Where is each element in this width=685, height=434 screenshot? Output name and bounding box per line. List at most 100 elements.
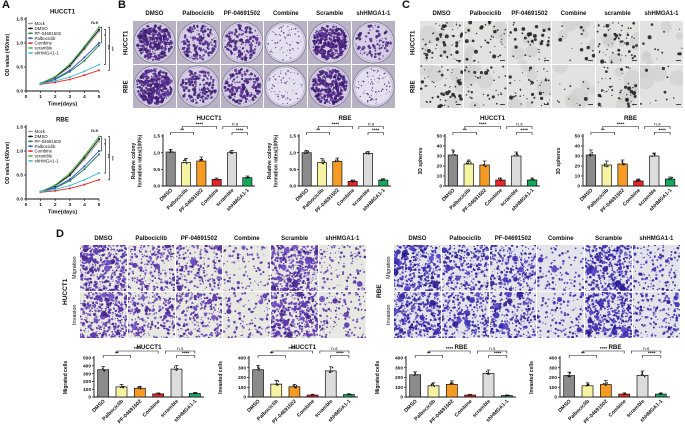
data-point [605, 384, 607, 387]
data-point [505, 394, 508, 397]
data-point [643, 376, 646, 378]
series-marker [98, 30, 100, 33]
data-point [640, 374, 643, 376]
panel-b: B DMSO Palbociclib PF-04691502 Combine Scram… [117, 0, 399, 228]
sphere-image [464, 65, 507, 108]
bar [211, 178, 222, 187]
colony-well-image [220, 21, 264, 64]
data-point [102, 369, 105, 371]
data-point [470, 162, 472, 164]
significance-label: *** [110, 156, 115, 161]
bar [526, 179, 538, 187]
sphere-image [640, 65, 683, 108]
series-marker [68, 64, 71, 67]
data-point [257, 366, 259, 368]
legend-label: scramble [35, 154, 53, 159]
series-marker [68, 184, 71, 187]
y-tick-label: 100 [238, 385, 246, 391]
series-marker [54, 75, 57, 78]
y-axis-label: 3D spheres [556, 147, 562, 174]
column-header: Combine [272, 11, 299, 17]
data-point [258, 369, 261, 371]
y-axis-label: OD value (450nm) [5, 34, 11, 77]
y-tick-label: 1.5 [289, 134, 296, 140]
data-point [230, 152, 232, 154]
significance-label: n.s [654, 123, 661, 128]
transwell-image [175, 292, 223, 338]
data-point [183, 159, 185, 162]
data-point [323, 160, 325, 163]
data-point [497, 177, 500, 180]
column-header: DMSO [94, 236, 113, 242]
bar [181, 162, 191, 187]
data-point [155, 393, 157, 395]
bar [170, 368, 183, 398]
series-marker [68, 179, 71, 182]
series-marker [39, 190, 42, 193]
data-point [295, 384, 298, 387]
series-marker [68, 76, 71, 78]
data-point [186, 162, 188, 165]
sphere-image [420, 21, 463, 64]
x-tick-label: 5 [98, 202, 101, 208]
data-point [485, 370, 488, 373]
growth-curve-chart-rbe: 0.0 0.5 1.0 1.5 0 1 2 3 4 5 Time(days) OD value (45… [5, 117, 115, 216]
y-axis-label: Relative colony [267, 142, 273, 179]
y-tick-label: 50 [575, 134, 581, 140]
series-marker [83, 59, 86, 62]
colony-well-image [176, 21, 220, 64]
series-marker [83, 165, 86, 168]
data-point [622, 162, 624, 164]
data-point [175, 369, 178, 372]
data-point [604, 163, 606, 165]
transwell-image [80, 292, 127, 338]
y-tick-label: 0 [439, 184, 442, 190]
data-point [334, 160, 337, 163]
bar [601, 164, 612, 187]
significance-label: **** [446, 346, 454, 352]
series-marker [68, 174, 71, 176]
bar [324, 370, 337, 398]
row-label: Invasion [72, 304, 78, 326]
data-point [529, 179, 531, 181]
column-header: DMSO [145, 11, 164, 17]
bar [378, 179, 389, 187]
series-marker [83, 158, 86, 161]
legend-label: DMSO [35, 134, 49, 139]
data-point [433, 385, 435, 388]
colony-well-image [308, 65, 351, 108]
data-point [246, 177, 248, 179]
data-point [304, 152, 306, 155]
significance-label: * [102, 143, 107, 145]
data-point [170, 150, 172, 152]
data-point [585, 385, 588, 387]
data-point [350, 179, 353, 182]
data-point [120, 386, 122, 389]
data-point [487, 373, 490, 375]
data-point [217, 179, 219, 181]
data-point [173, 366, 176, 368]
y-tick-label: 40 [437, 144, 443, 150]
series-marker [68, 78, 71, 81]
series-marker [83, 48, 86, 51]
legend-label: Palbociclib [35, 36, 57, 41]
x-tick-label: DMSO [91, 399, 106, 414]
column-header: Palbociclib [135, 236, 168, 242]
data-point [337, 160, 340, 162]
x-tick-label: Combine [454, 399, 474, 419]
transwell-image [223, 292, 271, 338]
colony-well-image [264, 65, 308, 108]
legend-label: PF-04691502 [35, 31, 62, 36]
colony-well-image [220, 65, 264, 108]
y-tick-label: 10 [575, 174, 581, 180]
x-tick-label: 5 [98, 94, 101, 100]
data-point [469, 160, 471, 163]
y-tick-label: 400 [549, 356, 557, 362]
transwell-image [127, 245, 175, 291]
column-header: Combine [547, 236, 574, 242]
transwell-image [585, 292, 632, 338]
significance-label: n.s [177, 347, 184, 352]
series-marker [54, 189, 57, 192]
chart-title: HUCCT1 [50, 9, 76, 16]
data-point [321, 159, 323, 161]
